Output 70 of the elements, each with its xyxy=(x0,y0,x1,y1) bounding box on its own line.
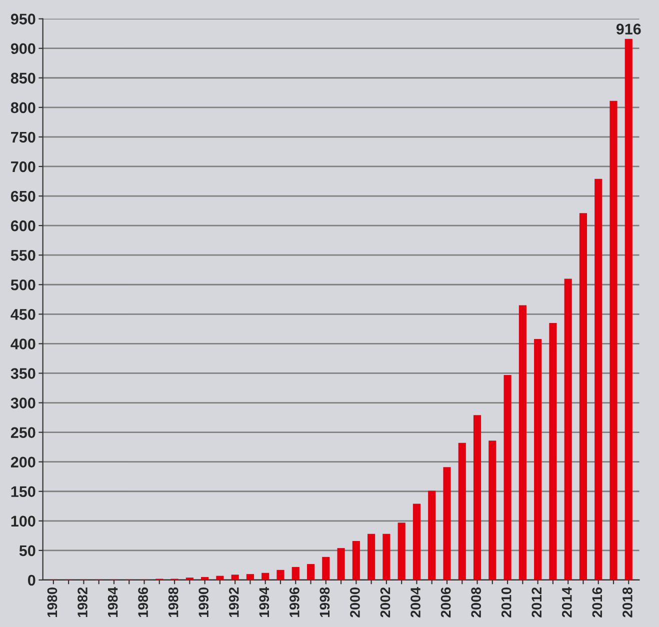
y-tick-label: 850 xyxy=(10,72,36,84)
bar xyxy=(337,548,345,580)
x-tick-label: 1982 xyxy=(78,587,88,617)
x-tick-label: 2002 xyxy=(380,587,390,618)
x-tick-label: 2018 xyxy=(622,587,632,618)
bar xyxy=(534,338,542,580)
bar xyxy=(306,564,315,580)
bar xyxy=(216,576,224,580)
x-tick-label: 2004 xyxy=(410,586,420,618)
y-tick-label: 300 xyxy=(10,398,36,408)
bar xyxy=(292,566,300,580)
x-tick-label: 2010 xyxy=(501,587,512,618)
y-tick-label: 600 xyxy=(10,220,36,232)
y-tick-label: 550 xyxy=(10,250,36,261)
y-tick-label: 950 xyxy=(10,14,36,24)
x-tick-label: 2000 xyxy=(350,587,360,618)
y-tick-label: 500 xyxy=(10,279,36,290)
y-tick-label: 250 xyxy=(10,427,36,438)
x-tick-label: 2008 xyxy=(471,587,481,618)
bar xyxy=(398,522,406,580)
bar xyxy=(428,490,436,580)
x-tick-label: 1986 xyxy=(138,587,148,617)
y-tick-label: 750 xyxy=(11,132,36,143)
x-tick-label: 1988 xyxy=(168,587,178,617)
bar xyxy=(458,442,466,580)
bar xyxy=(262,572,270,580)
bar xyxy=(443,467,451,580)
x-tick-label: 1984 xyxy=(108,586,118,617)
bar xyxy=(473,415,482,580)
bar xyxy=(594,178,602,580)
y-tick-label: 900 xyxy=(10,43,36,54)
bar xyxy=(276,570,284,580)
y-tick-label: 650 xyxy=(10,190,36,202)
x-tick-label: 2006 xyxy=(440,587,451,618)
bar xyxy=(201,577,209,580)
bar xyxy=(488,440,496,580)
x-tick-label: 1980 xyxy=(47,587,58,617)
bar xyxy=(549,323,557,580)
bar xyxy=(368,534,376,580)
y-tick-label: 200 xyxy=(10,456,36,468)
y-tick-label: 700 xyxy=(11,161,36,172)
bar xyxy=(564,278,572,580)
bar xyxy=(382,534,390,580)
bar xyxy=(504,375,512,580)
bar xyxy=(579,213,588,580)
y-tick-label: 0 xyxy=(28,574,36,586)
x-tick-label: 2014 xyxy=(562,586,572,618)
bar xyxy=(352,540,360,580)
bar xyxy=(624,38,632,580)
bar xyxy=(518,305,526,580)
bar xyxy=(412,504,420,580)
y-tick-label: 400 xyxy=(10,338,36,350)
x-tick-label: 2016 xyxy=(592,587,602,618)
y-tick-label: 150 xyxy=(11,486,36,498)
y-tick-label: 100 xyxy=(11,516,36,527)
x-tick-label: 1990 xyxy=(198,587,209,617)
x-tick-label: 2012 xyxy=(532,587,542,618)
x-tick-label: 1998 xyxy=(320,587,330,617)
y-tick-label: 350 xyxy=(10,368,36,379)
x-tick-label: 1992 xyxy=(228,587,239,617)
y-tick-label: 50 xyxy=(19,545,36,556)
bar xyxy=(246,574,254,580)
bar xyxy=(322,556,330,580)
y-tick-label: 450 xyxy=(10,309,36,320)
data-label: 916 xyxy=(616,24,641,34)
bar xyxy=(610,100,618,580)
x-tick-label: 1994 xyxy=(259,586,270,617)
y-tick-label: 800 xyxy=(10,102,36,114)
bar xyxy=(231,574,239,580)
x-tick-label: 1996 xyxy=(290,587,300,617)
